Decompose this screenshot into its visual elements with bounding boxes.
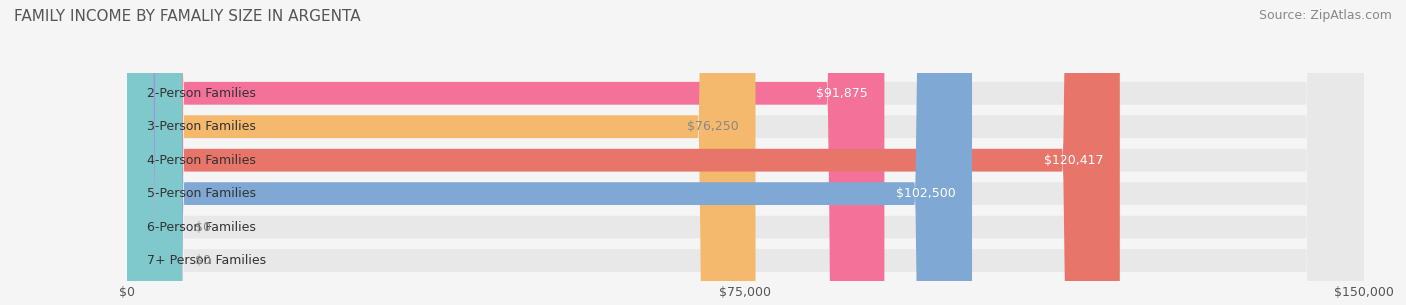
FancyBboxPatch shape (127, 0, 1364, 305)
FancyBboxPatch shape (127, 0, 972, 305)
Text: $120,417: $120,417 (1043, 154, 1104, 167)
Text: 3-Person Families: 3-Person Families (148, 120, 256, 133)
Text: 6-Person Families: 6-Person Families (148, 221, 256, 234)
Text: FAMILY INCOME BY FAMALIY SIZE IN ARGENTA: FAMILY INCOME BY FAMALIY SIZE IN ARGENTA (14, 9, 361, 24)
Text: $0: $0 (194, 221, 211, 234)
FancyBboxPatch shape (127, 0, 1364, 305)
Text: 5-Person Families: 5-Person Families (148, 187, 256, 200)
Text: 2-Person Families: 2-Person Families (148, 87, 256, 100)
Text: $91,875: $91,875 (815, 87, 868, 100)
Text: $76,250: $76,250 (688, 120, 740, 133)
FancyBboxPatch shape (127, 0, 1364, 305)
Text: Source: ZipAtlas.com: Source: ZipAtlas.com (1258, 9, 1392, 22)
Text: 7+ Person Families: 7+ Person Families (148, 254, 266, 267)
FancyBboxPatch shape (127, 0, 183, 305)
Text: $0: $0 (194, 254, 211, 267)
FancyBboxPatch shape (127, 0, 884, 305)
FancyBboxPatch shape (127, 0, 183, 305)
FancyBboxPatch shape (127, 0, 755, 305)
FancyBboxPatch shape (127, 0, 1364, 305)
FancyBboxPatch shape (127, 0, 1364, 305)
FancyBboxPatch shape (127, 0, 1119, 305)
Text: 4-Person Families: 4-Person Families (148, 154, 256, 167)
Text: $102,500: $102,500 (896, 187, 956, 200)
FancyBboxPatch shape (127, 0, 1364, 305)
